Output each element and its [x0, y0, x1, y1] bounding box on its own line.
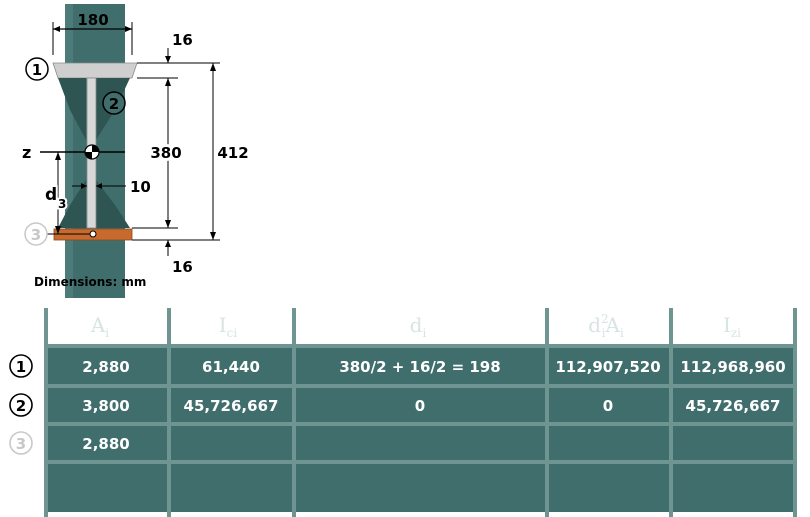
dim-width-label: 180	[77, 11, 108, 29]
table-cell: 2,880	[82, 435, 129, 453]
table-cell: 0	[415, 397, 425, 415]
table-cell: 61,440	[202, 358, 260, 376]
svg-text:1: 1	[16, 358, 26, 376]
part-1-marker: 1	[25, 57, 49, 81]
dim-web-height-label: 380	[150, 144, 181, 162]
header-iz: Izi	[723, 313, 741, 340]
part-3-marker: 3	[24, 222, 48, 246]
table-cell: 45,726,667	[686, 397, 781, 415]
d3-label: d	[45, 185, 57, 205]
dim-flange-bottom-label: 16	[172, 258, 193, 276]
haunch-right-bottom	[96, 180, 130, 228]
haunch-left-top	[58, 78, 86, 140]
table-cell: 45,726,667	[184, 397, 279, 415]
table-cell: 112,907,520	[555, 358, 660, 376]
svg-text:2: 2	[109, 95, 119, 113]
dim-web-thickness-label: 10	[130, 178, 151, 196]
table-cell: 112,968,960	[680, 358, 785, 376]
row-1-marker: 1	[9, 354, 33, 378]
header-d2a: d2 iAi	[588, 312, 624, 340]
header-d: di	[410, 313, 427, 340]
svg-text:3: 3	[16, 435, 26, 453]
moment-of-inertia-table: Ai Ici di d2 iAi Izi 1 2 3 2,880 61,440 3…	[9, 308, 797, 517]
row-2-marker: 2	[9, 393, 33, 417]
table-cell: 0	[603, 397, 613, 415]
svg-text:1: 1	[32, 61, 42, 79]
svg-text:2: 2	[16, 397, 26, 415]
table-cell: 3,800	[82, 397, 129, 415]
table-cell: 2,880	[82, 358, 129, 376]
header-ic: Ici	[219, 313, 238, 340]
top-flange	[52, 62, 138, 79]
i-beam-diagram: 180 16 380 412 16 z 10 d 3 1	[22, 4, 252, 298]
axis-z-label: z	[22, 143, 31, 162]
row-3-marker: 3	[9, 431, 33, 455]
centroid-3-dot	[89, 230, 97, 238]
dimensions-note: Dimensions: mm	[34, 275, 146, 289]
svg-text:3: 3	[31, 226, 41, 244]
dim-flange-top-label: 16	[172, 31, 193, 49]
table-cell: 380/2 + 16/2 = 198	[339, 358, 500, 376]
haunch-left-bottom	[58, 180, 86, 228]
dim-total-height-label: 412	[217, 144, 248, 162]
part-2-marker: 2	[102, 91, 126, 115]
d3-subscript: 3	[58, 197, 66, 211]
centroid-marker	[84, 144, 100, 160]
header-a: Ai	[90, 313, 109, 340]
